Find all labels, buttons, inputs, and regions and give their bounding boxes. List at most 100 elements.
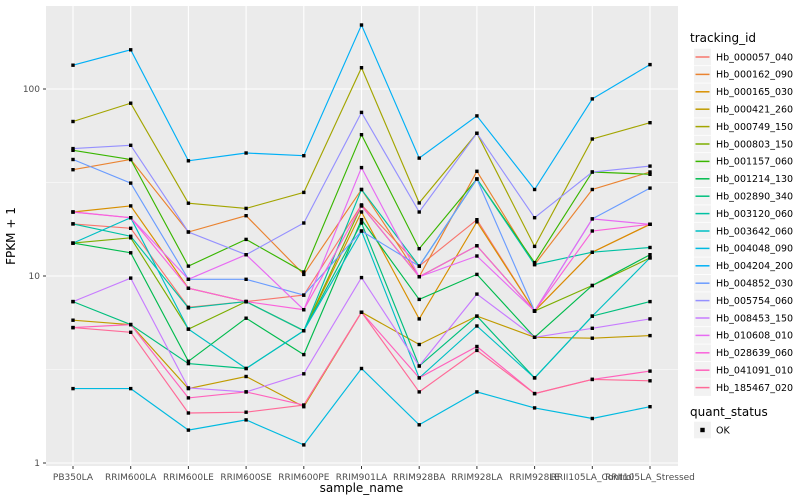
data-point-marker [359,110,364,115]
data-point-marker [648,317,652,321]
data-point-marker [244,374,248,379]
data-point-marker [71,210,75,214]
data-point-marker [244,299,248,304]
legend-item-Hb_008453_150: Hb_008453_150 [694,309,793,327]
data-point-marker [417,297,421,302]
legend-item-Hb_004204_200: Hb_004204_200 [694,257,793,275]
data-point-marker [302,270,306,274]
legend-item-Hb_000057_040: Hb_000057_040 [694,48,793,66]
x-axis-title: sample_name [320,481,404,495]
data-point-marker [648,186,652,190]
y-axis-title: FPKM + 1 [4,207,18,265]
data-point-marker [532,244,537,249]
data-point-marker [129,157,133,162]
data-point-marker [302,372,306,376]
data-point-marker [590,187,594,192]
data-point-marker [302,154,306,158]
data-point-marker [302,190,306,195]
data-point-marker [475,348,479,353]
data-point-marker [417,364,421,368]
data-point-marker [590,217,594,221]
data-point-marker [532,376,537,380]
axes: 1 10 100 PB350LA RRIM600LA RRIM600LE RRIM600SE… [23,85,695,483]
data-point-marker [359,210,364,214]
x-tick-label: RRIM928BA [393,473,446,483]
data-point-marker [417,390,421,394]
legend-item-Hb_028639_060: Hb_028639_060 [694,344,793,362]
data-point-marker [475,254,479,258]
legend-item-label: Hb_001214_130 [716,174,793,185]
data-point-marker [71,325,75,330]
data-point-marker [359,310,364,314]
data-point-marker [129,330,133,334]
legend-item-Hb_041091_010: Hb_041091_010 [694,361,793,379]
data-point-marker [590,137,594,141]
legend-item-Hb_001157_060: Hb_001157_060 [694,153,793,170]
data-point-marker [590,314,594,318]
legend-item-label: Hb_000749_150 [716,122,793,133]
legend-tracking-id: tracking_id Hb_000057_040 Hb_000162_090 Hb_… [690,31,793,396]
data-point-marker [590,229,594,233]
legend-item-Hb_002890_340: Hb_002890_340 [694,187,793,205]
data-point-marker [359,218,364,222]
data-point-marker [129,322,133,327]
data-point-marker [186,286,191,290]
data-point-marker [648,222,652,226]
data-point-marker [648,379,652,383]
legend2-item-label: OK [716,425,730,436]
legend-title: tracking_id [690,31,756,45]
data-point-marker [129,48,133,52]
data-point-marker [648,253,652,257]
data-point-marker [244,366,248,371]
data-point-marker [302,308,306,312]
legend-item-label: Hb_008453_150 [716,313,793,324]
legend-item-Hb_004048_090: Hb_004048_090 [694,240,793,257]
data-point-marker [71,299,75,304]
data-point-marker [186,327,191,331]
x-tick-label: RRII105LA_Control [551,473,634,483]
legend-item-label: Hb_041091_010 [716,366,793,377]
data-point-marker [532,187,537,192]
data-point-marker [244,237,248,242]
data-point-marker [186,306,191,310]
data-point-marker [186,277,191,281]
data-point-marker [648,369,652,373]
legend-item-Hb_000421_260: Hb_000421_260 [694,100,793,118]
data-point-marker [475,131,479,135]
data-point-marker [590,97,594,101]
data-point-marker [129,204,133,208]
legend-item-Hb_000162_090: Hb_000162_090 [694,66,793,83]
data-point-marker [129,386,133,391]
data-point-marker [648,405,652,409]
data-point-marker [186,386,191,390]
data-point-marker [417,264,421,268]
legend-item-label: Hb_000421_260 [716,105,793,116]
legend-item-label: Hb_003642_060 [716,226,793,237]
data-point-marker [71,63,75,67]
data-point-marker [417,247,421,251]
data-point-marker [590,283,594,288]
data-point-marker [475,324,479,328]
data-point-marker [244,214,248,218]
data-point-marker [244,418,248,422]
data-point-marker [648,299,652,304]
gridlines [46,6,678,466]
legend-item-Hb_000803_150: Hb_000803_150 [694,135,793,153]
data-point-marker [359,204,364,208]
data-point-marker [590,416,594,421]
legend-item-label: Hb_028639_060 [716,348,793,359]
data-point-marker [417,423,421,427]
data-point-marker [648,170,652,174]
data-point-marker [186,361,191,366]
legend-item-label: Hb_005754_060 [716,296,793,307]
data-point-marker [71,222,75,226]
data-point-marker [359,187,364,192]
legend-item-label: Hb_004048_090 [716,244,793,255]
data-point-marker [417,275,421,279]
legend-item-label: Hb_185467_020 [716,383,793,394]
data-point-marker [244,277,248,281]
data-point-marker [648,121,652,125]
data-point-marker [417,156,421,160]
data-point-marker [532,335,537,339]
data-point-marker [532,309,537,313]
